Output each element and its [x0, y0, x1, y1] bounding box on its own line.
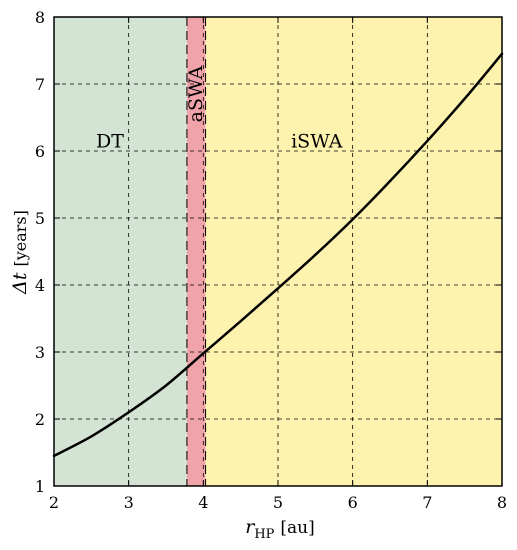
y-axis-label: Δt[years] — [9, 210, 31, 295]
region-aswa — [186, 17, 206, 486]
region-label-iswa: iSWA — [291, 131, 343, 153]
y-tick-label: 1 — [35, 477, 45, 496]
region-label-dt: DT — [96, 131, 124, 153]
data-series — [52, 52, 504, 458]
region-labels: DT aSWA iSWA — [96, 65, 343, 152]
x-axis-label: rHP [au] — [245, 516, 315, 542]
series-line-0 — [52, 52, 504, 458]
x-tick-label: 7 — [422, 493, 432, 512]
y-tick-label: 5 — [35, 209, 45, 228]
y-tick-label: 2 — [35, 410, 45, 429]
x-tick-label: 8 — [497, 493, 507, 512]
region-dt — [54, 17, 187, 486]
y-tick-label: 8 — [35, 8, 45, 27]
y-tick-label: 4 — [35, 276, 45, 295]
region-label-aswa: aSWA — [185, 65, 207, 122]
region-dividers — [186, 17, 207, 486]
x-tick-label: 2 — [49, 493, 59, 512]
y-tick-label: 6 — [35, 142, 45, 161]
y-tick-label: 3 — [35, 343, 45, 362]
grid-lines — [54, 17, 502, 486]
x-tick-label: 3 — [124, 493, 134, 512]
x-tick-label: 6 — [348, 493, 358, 512]
y-tick-label: 7 — [35, 75, 45, 94]
x-tick-label: 5 — [273, 493, 283, 512]
shaded-regions — [54, 17, 502, 486]
x-tick-label: 4 — [198, 493, 208, 512]
region-iswa — [205, 17, 502, 486]
